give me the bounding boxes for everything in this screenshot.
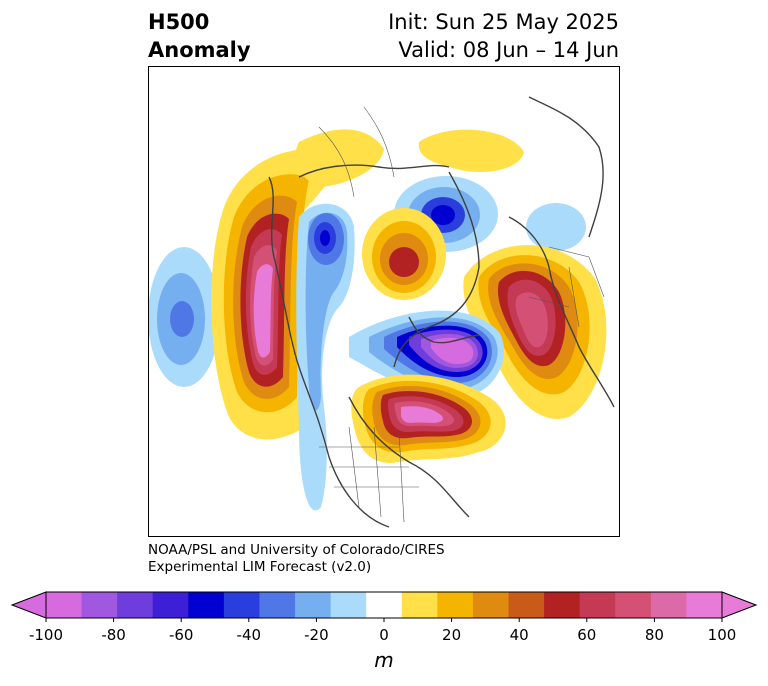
anomaly-atlantic-ridge — [351, 374, 506, 463]
colorbar-segment — [544, 592, 581, 618]
colorbar-segment — [401, 592, 438, 618]
colorbar-segment — [579, 592, 616, 618]
map-title-line2: Anomaly — [148, 38, 251, 62]
anomaly-west-pacific-low — [149, 247, 220, 387]
colorbar-tick-label: -100 — [28, 626, 64, 644]
map-title: H500 Anomaly — [148, 8, 251, 64]
valid-date-range: Valid: 08 Jun – 14 Jun — [398, 38, 619, 62]
anomaly-central-trough — [349, 310, 505, 397]
colorbar-tick-label: 0 — [379, 626, 389, 644]
credit-text: NOAA/PSL and University of Colorado/CIRE… — [148, 542, 445, 576]
colorbar-segment — [437, 592, 474, 618]
credit-line2: Experimental LIM Forecast (v2.0) — [148, 559, 372, 575]
colorbar-segment — [188, 592, 225, 618]
colorbar-segment — [615, 592, 652, 618]
colorbar-segment — [117, 592, 154, 618]
colorbar-tick-label: 100 — [707, 626, 737, 644]
coastlines — [268, 96, 615, 528]
anomaly-canada-low — [296, 203, 355, 511]
colorbar-segment — [46, 592, 83, 618]
anomaly-greenland-low — [394, 176, 586, 252]
colorbar-tick-label: 40 — [509, 626, 529, 644]
colorbar-segment — [295, 592, 332, 618]
colorbar-segment — [472, 592, 510, 618]
anomaly-baffin-ridge — [362, 208, 446, 300]
anomaly-map-canvas — [149, 96, 615, 528]
colorbar-tick-label: -60 — [168, 626, 194, 644]
colorbar-tick-label: 80 — [644, 626, 664, 644]
init-date: Init: Sun 25 May 2025 — [388, 10, 619, 34]
colorbar-segment — [81, 592, 118, 618]
colorbar-segment — [686, 592, 723, 618]
colorbar — [10, 591, 758, 622]
colorbar-segment — [508, 592, 545, 618]
colorbar-segment — [223, 592, 260, 618]
political-borders — [318, 106, 605, 523]
map-title-line1: H500 — [148, 10, 210, 34]
colorbar-tick-label: -40 — [236, 626, 262, 644]
colorbar-segment — [366, 592, 403, 618]
anomaly-map — [148, 66, 620, 537]
colorbar-extend-high — [721, 591, 758, 619]
colorbar-segment — [152, 592, 189, 618]
colorbar-tick-label: 20 — [442, 626, 462, 644]
forecast-dates: Init: Sun 25 May 2025 Valid: 08 Jun – 14… — [388, 8, 619, 64]
anomaly-arctic-ridge — [295, 129, 524, 187]
colorbar-segment — [650, 592, 687, 618]
colorbar-tick-label: 60 — [577, 626, 597, 644]
colorbar-tick-label: -80 — [101, 626, 126, 644]
colorbar-segment — [330, 592, 367, 618]
colorbar-units: m — [374, 648, 394, 672]
colorbar-extend-low — [10, 591, 47, 619]
credit-line1: NOAA/PSL and University of Colorado/CIRE… — [148, 542, 445, 558]
colorbar-segment — [259, 592, 296, 618]
colorbar-tick-label: -20 — [304, 626, 329, 644]
